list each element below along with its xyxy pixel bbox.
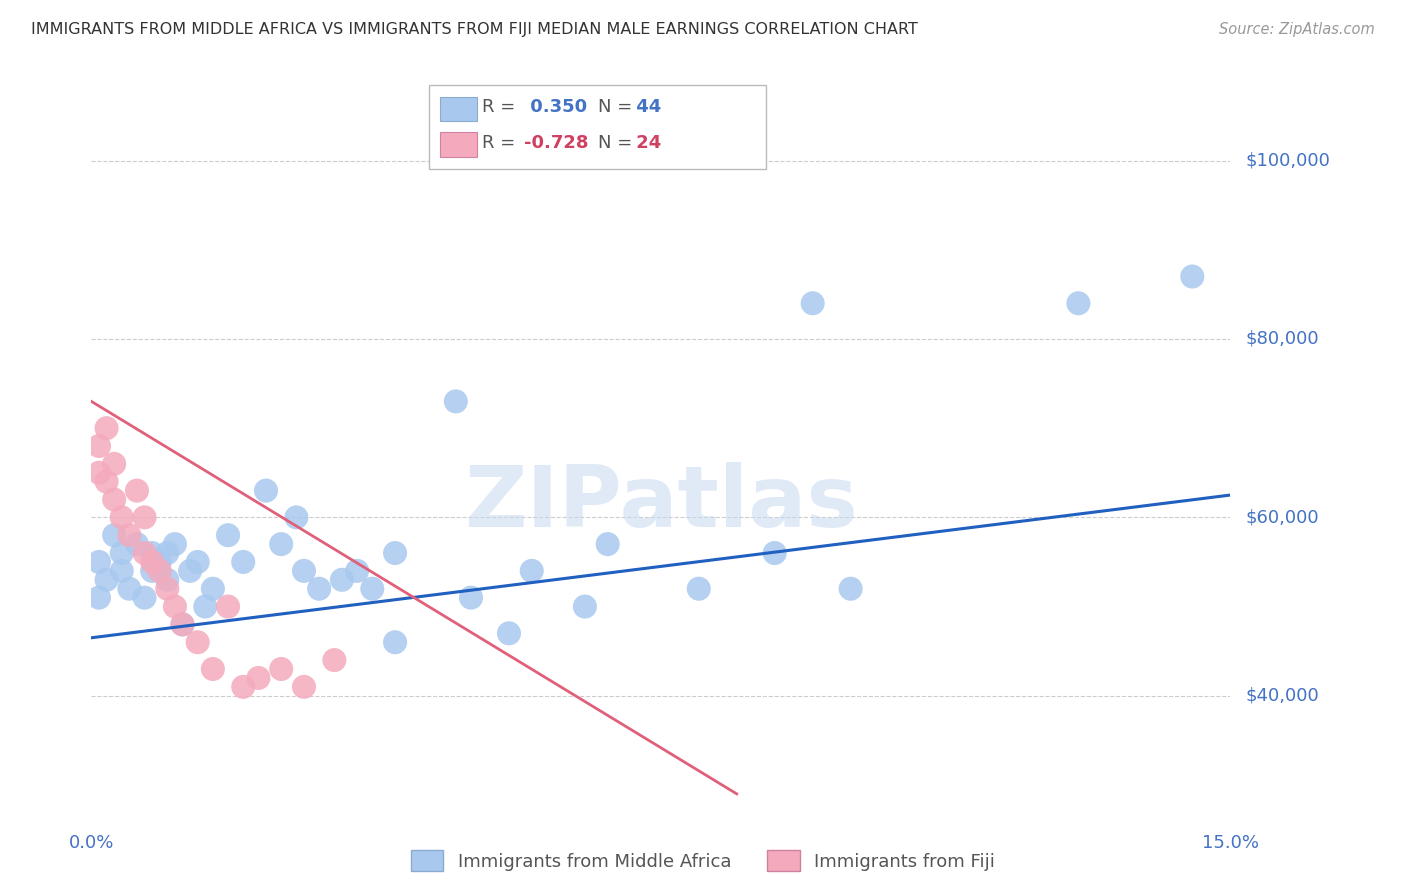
Point	[839, 582, 862, 596]
Point	[763, 546, 786, 560]
Point	[217, 528, 239, 542]
Point	[330, 573, 353, 587]
Point	[1067, 296, 1090, 310]
Point	[308, 582, 330, 596]
Point	[574, 599, 596, 614]
Point	[156, 546, 179, 560]
Legend: Immigrants from Middle Africa, Immigrants from Fiji: Immigrants from Middle Africa, Immigrant…	[404, 843, 1002, 879]
Point	[134, 591, 156, 605]
Text: 15.0%: 15.0%	[1202, 834, 1258, 852]
Point	[118, 528, 141, 542]
Point	[361, 582, 384, 596]
Point	[96, 475, 118, 489]
Point	[1181, 269, 1204, 284]
Point	[596, 537, 619, 551]
Point	[149, 555, 172, 569]
Text: IMMIGRANTS FROM MIDDLE AFRICA VS IMMIGRANTS FROM FIJI MEDIAN MALE EARNINGS CORRE: IMMIGRANTS FROM MIDDLE AFRICA VS IMMIGRA…	[31, 22, 918, 37]
Point	[444, 394, 467, 409]
Text: N =: N =	[598, 134, 631, 152]
Text: 24: 24	[630, 134, 661, 152]
Point	[384, 546, 406, 560]
Point	[103, 457, 125, 471]
Point	[141, 564, 163, 578]
Point	[87, 555, 110, 569]
Text: ZIPatlas: ZIPatlas	[464, 461, 858, 545]
Point	[134, 546, 156, 560]
Point	[285, 510, 308, 524]
Text: R =: R =	[482, 134, 516, 152]
Point	[118, 582, 141, 596]
Point	[156, 582, 179, 596]
Point	[163, 537, 186, 551]
Point	[247, 671, 270, 685]
Point	[498, 626, 520, 640]
Point	[103, 528, 125, 542]
Point	[346, 564, 368, 578]
Point	[201, 662, 224, 676]
Text: $80,000: $80,000	[1246, 330, 1319, 348]
Point	[103, 492, 125, 507]
Point	[270, 537, 292, 551]
Point	[232, 680, 254, 694]
Point	[323, 653, 346, 667]
Point	[179, 564, 201, 578]
Text: $40,000: $40,000	[1246, 687, 1319, 705]
Point	[87, 591, 110, 605]
Point	[801, 296, 824, 310]
Point	[163, 599, 186, 614]
Point	[194, 599, 217, 614]
Point	[688, 582, 710, 596]
Point	[460, 591, 482, 605]
Point	[156, 573, 179, 587]
Point	[125, 483, 148, 498]
Point	[111, 564, 134, 578]
Text: N =: N =	[598, 98, 631, 116]
Text: -0.728: -0.728	[524, 134, 589, 152]
Point	[292, 564, 315, 578]
Point	[254, 483, 277, 498]
Point	[187, 555, 209, 569]
Point	[96, 421, 118, 435]
Point	[141, 546, 163, 560]
Point	[232, 555, 254, 569]
Text: $60,000: $60,000	[1246, 508, 1319, 526]
Point	[134, 510, 156, 524]
Text: 44: 44	[630, 98, 661, 116]
Point	[96, 573, 118, 587]
Point	[111, 510, 134, 524]
Point	[270, 662, 292, 676]
Point	[520, 564, 543, 578]
Text: 0.350: 0.350	[524, 98, 588, 116]
Point	[87, 439, 110, 453]
Point	[125, 537, 148, 551]
Point	[149, 564, 172, 578]
Point	[141, 555, 163, 569]
Point	[384, 635, 406, 649]
Text: R =: R =	[482, 98, 516, 116]
Text: $100,000: $100,000	[1246, 152, 1330, 169]
Point	[217, 599, 239, 614]
Point	[292, 680, 315, 694]
Point	[111, 546, 134, 560]
Point	[172, 617, 194, 632]
Text: 0.0%: 0.0%	[69, 834, 114, 852]
Point	[201, 582, 224, 596]
Point	[187, 635, 209, 649]
Point	[172, 617, 194, 632]
Point	[87, 466, 110, 480]
Text: Source: ZipAtlas.com: Source: ZipAtlas.com	[1219, 22, 1375, 37]
